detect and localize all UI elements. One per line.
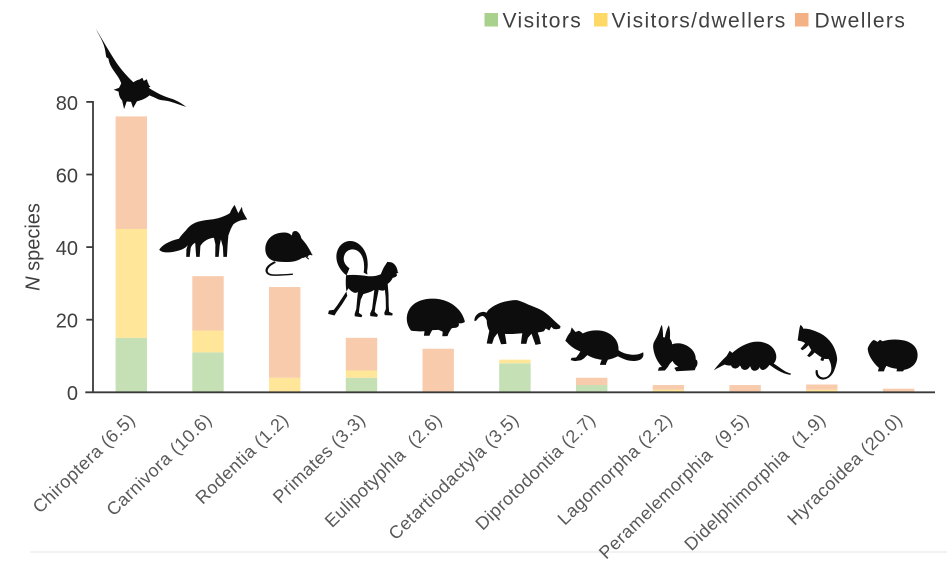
svg-text:Peramelemorphia (9.5): Peramelemorphia (9.5) [595, 409, 753, 562]
svg-text:0: 0 [67, 383, 78, 405]
svg-text:20: 20 [56, 311, 78, 333]
svg-text:Dwellers: Dwellers [815, 9, 907, 32]
svg-text:Visitors/dwellers: Visitors/dwellers [612, 9, 787, 32]
svg-text:Didelphimorphia (1.9): Didelphimorphia (1.9) [680, 409, 829, 554]
svg-text:Cetartiodactyla (3.5): Cetartiodactyla (3.5) [385, 409, 523, 543]
svg-text:60: 60 [56, 166, 78, 188]
svg-text:80: 80 [56, 93, 78, 115]
svg-text:40: 40 [56, 238, 78, 260]
svg-text:N species: N species [23, 203, 45, 291]
svg-text:Visitors: Visitors [503, 9, 583, 32]
